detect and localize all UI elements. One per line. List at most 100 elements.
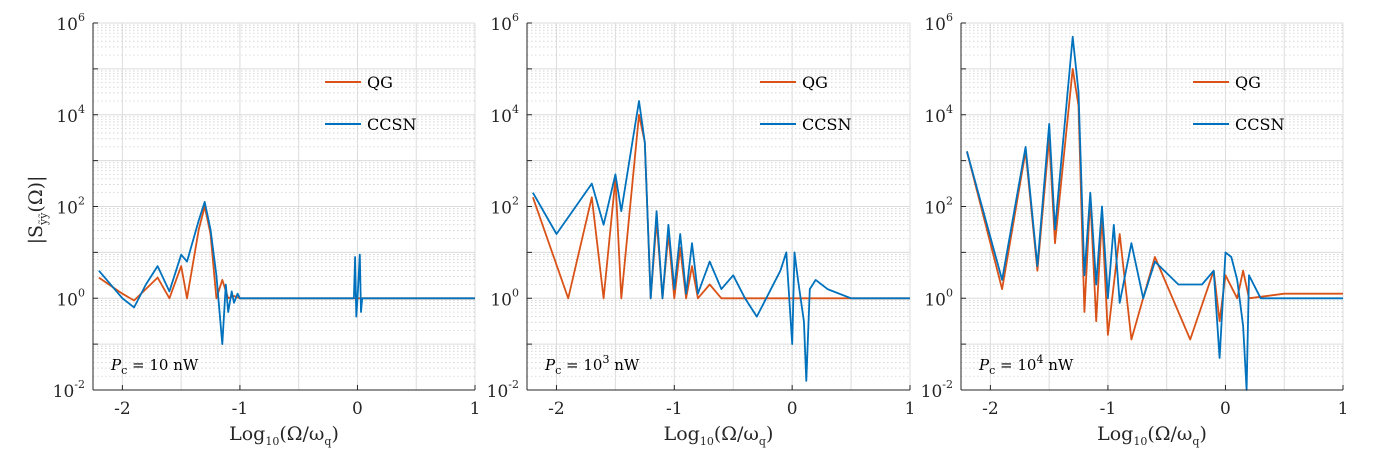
- annotation-tail: nW: [609, 356, 639, 374]
- y-tick-exp: 6: [512, 11, 519, 24]
- y-tick-label: 10-2: [53, 378, 85, 402]
- y-tick-label: 10-2: [921, 378, 953, 402]
- annotation-symbol: P: [110, 356, 122, 374]
- y-tick-base: 10: [924, 290, 946, 310]
- y-tick-label: 102: [490, 195, 519, 219]
- y-tick-base: 10: [56, 199, 78, 219]
- y-tick-label: 106: [490, 11, 519, 35]
- y-tick-base: 10: [490, 107, 512, 127]
- y-tick-label: 102: [924, 195, 953, 219]
- series-line-ccsn: [966, 35, 1343, 391]
- x-tick-label: -1: [1100, 399, 1117, 419]
- annotation-exp: 4: [1036, 353, 1043, 366]
- y-tick-label: 10-2: [487, 378, 519, 402]
- series-line-ccsn: [532, 100, 910, 382]
- y-tick-exp: 0: [78, 286, 85, 299]
- y-tick-base: 10: [921, 382, 943, 402]
- x-axis-label: Log10(Ω/ωq): [1097, 423, 1207, 448]
- y-tick-exp: 2: [512, 195, 519, 208]
- y-tick-exp: 4: [78, 103, 85, 116]
- xlabel-sub: 10: [265, 435, 279, 448]
- y-tick-exp: 0: [946, 286, 953, 299]
- xlabel-sub2: q: [759, 435, 766, 448]
- x-tick-label: -1: [666, 399, 683, 419]
- legend-label-qg: QG: [367, 73, 393, 92]
- xlabel-tail: (Ω/ω: [279, 423, 324, 445]
- x-tick-label: -1: [232, 399, 249, 419]
- series-line-ccsn: [98, 200, 475, 346]
- power-annotation: Pc = 103 nW: [544, 353, 640, 377]
- y-tick-base: 10: [490, 199, 512, 219]
- legend-label-qg: QG: [1235, 73, 1261, 92]
- y-tick-base: 10: [56, 290, 78, 310]
- y-tick-base: 10: [53, 382, 75, 402]
- x-tick-label: 0: [352, 399, 363, 419]
- x-tick-label: -2: [982, 399, 999, 419]
- annotation-symbol: P: [978, 356, 990, 374]
- xlabel-main: Log: [664, 423, 700, 445]
- y-tick-exp: -2: [74, 378, 85, 391]
- annotation-exp: 3: [602, 353, 609, 366]
- xlabel-end: ): [1199, 423, 1206, 445]
- y-tick-exp: 2: [946, 195, 953, 208]
- xlabel-main: Log: [1097, 423, 1133, 445]
- annotation-tail: nW: [1043, 356, 1073, 374]
- y-tick-exp: 2: [78, 195, 85, 208]
- xlabel-sub: 10: [1133, 435, 1147, 448]
- y-tick-base: 10: [924, 15, 946, 35]
- y-tick-exp: 4: [512, 103, 519, 116]
- y-tick-base: 10: [924, 199, 946, 219]
- x-tick-label: -2: [548, 399, 565, 419]
- y-axis-label: |Sỹỹ(Ω)|: [25, 176, 50, 245]
- y-tick-exp: 6: [946, 11, 953, 24]
- y-tick-label: 104: [56, 103, 85, 127]
- y-tick-base: 10: [56, 15, 78, 35]
- x-axis-label: Log10(Ω/ωq): [664, 423, 774, 448]
- y-tick-exp: 4: [946, 103, 953, 116]
- y-tick-base: 10: [924, 107, 946, 127]
- legend-label-qg: QG: [802, 73, 828, 92]
- x-tick-label: 1: [470, 399, 481, 419]
- annotation-eq: = 10: [995, 356, 1036, 374]
- y-tick-base: 10: [56, 107, 78, 127]
- power-annotation: Pc = 10 nW: [110, 356, 199, 377]
- x-tick-label: 0: [787, 399, 798, 419]
- y-tick-exp: 0: [512, 286, 519, 299]
- series-line-qg: [98, 205, 475, 302]
- y-tick-base: 10: [487, 382, 509, 402]
- xlabel-end: ): [331, 423, 338, 445]
- xlabel-end: ): [766, 423, 773, 445]
- x-tick-label: 1: [905, 399, 916, 419]
- annotation-sub: c: [555, 364, 561, 377]
- annotation-sub: c: [989, 364, 995, 377]
- y-tick-exp: 6: [78, 11, 85, 24]
- legend-label-ccsn: CCSN: [367, 115, 416, 134]
- x-tick-label: -2: [114, 399, 131, 419]
- y-tick-label: 106: [924, 11, 953, 35]
- y-tick-base: 10: [490, 290, 512, 310]
- y-tick-label: 100: [56, 286, 85, 310]
- annotation-eq: = 10 nW: [127, 356, 199, 374]
- y-tick-exp: -2: [508, 378, 519, 391]
- xlabel-tail: (Ω/ω: [714, 423, 759, 445]
- y-tick-base: 10: [490, 15, 512, 35]
- legend-label-ccsn: CCSN: [1235, 115, 1284, 134]
- legend-label-ccsn: CCSN: [802, 115, 851, 134]
- xlabel-tail: (Ω/ω: [1147, 423, 1192, 445]
- power-annotation: Pc = 104 nW: [978, 353, 1074, 377]
- y-tick-label: 106: [56, 11, 85, 35]
- x-tick-label: 1: [1338, 399, 1349, 419]
- y-tick-label: 100: [924, 286, 953, 310]
- y-tick-label: 104: [924, 103, 953, 127]
- xlabel-sub2: q: [1192, 435, 1199, 448]
- xlabel-sub: 10: [700, 435, 714, 448]
- annotation-symbol: P: [544, 356, 556, 374]
- x-tick-label: 0: [1220, 399, 1231, 419]
- xlabel-sub2: q: [324, 435, 331, 448]
- xlabel-main: Log: [229, 423, 265, 445]
- y-tick-exp: -2: [942, 378, 953, 391]
- annotation-sub: c: [121, 364, 127, 377]
